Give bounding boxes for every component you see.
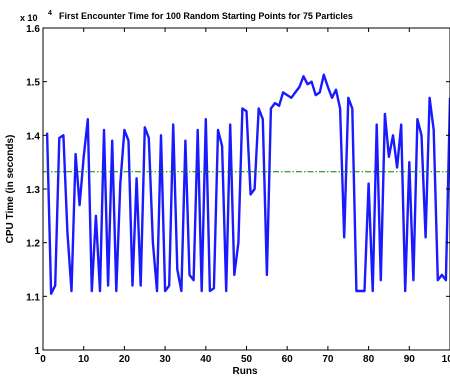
x-tick-label: 20 (119, 354, 131, 365)
x-tick-label: 80 (363, 354, 375, 365)
series-layer (43, 73, 450, 295)
y-tick-label: 1.6 (26, 24, 40, 35)
x-tick-label: 60 (282, 354, 294, 365)
x-tick-label: 10 (78, 354, 90, 365)
x-tick-label: 100 (442, 354, 450, 365)
plot-background (43, 28, 450, 350)
plot-frame (42, 27, 450, 351)
y-tick-label: 1.2 (26, 239, 40, 250)
y-tick-label: 1.1 (26, 292, 40, 303)
y-tick-label: 1.4 (26, 131, 40, 142)
y-tick-label: 1.3 (26, 185, 40, 196)
x-tick-label: 50 (241, 354, 253, 365)
x-tick-label: 40 (200, 354, 212, 365)
x-tick-label: 90 (404, 354, 416, 365)
y-ticks: 1 1.1 1.2 1.3 1.4 1.5 1.6 (26, 24, 450, 357)
x-tick-label: 0 (40, 354, 46, 365)
y-tick-label: 1.5 (26, 78, 40, 89)
x-axis-label: Runs (233, 366, 258, 377)
x-tick-label: 70 (322, 354, 334, 365)
x-ticks: 0 10 20 30 40 50 60 70 80 90 100 (40, 28, 450, 365)
y-axis-label: CPU Time (in seconds) (5, 135, 16, 244)
chart-title: First Encounter Time for 100 Random Star… (59, 11, 353, 21)
y-exponent: 4 (48, 10, 52, 17)
y-tick-label: 1 (34, 346, 40, 357)
y-multiplier: x 10 (20, 13, 38, 23)
x-tick-label: 30 (160, 354, 172, 365)
series-line-cpu-time (45, 73, 450, 295)
